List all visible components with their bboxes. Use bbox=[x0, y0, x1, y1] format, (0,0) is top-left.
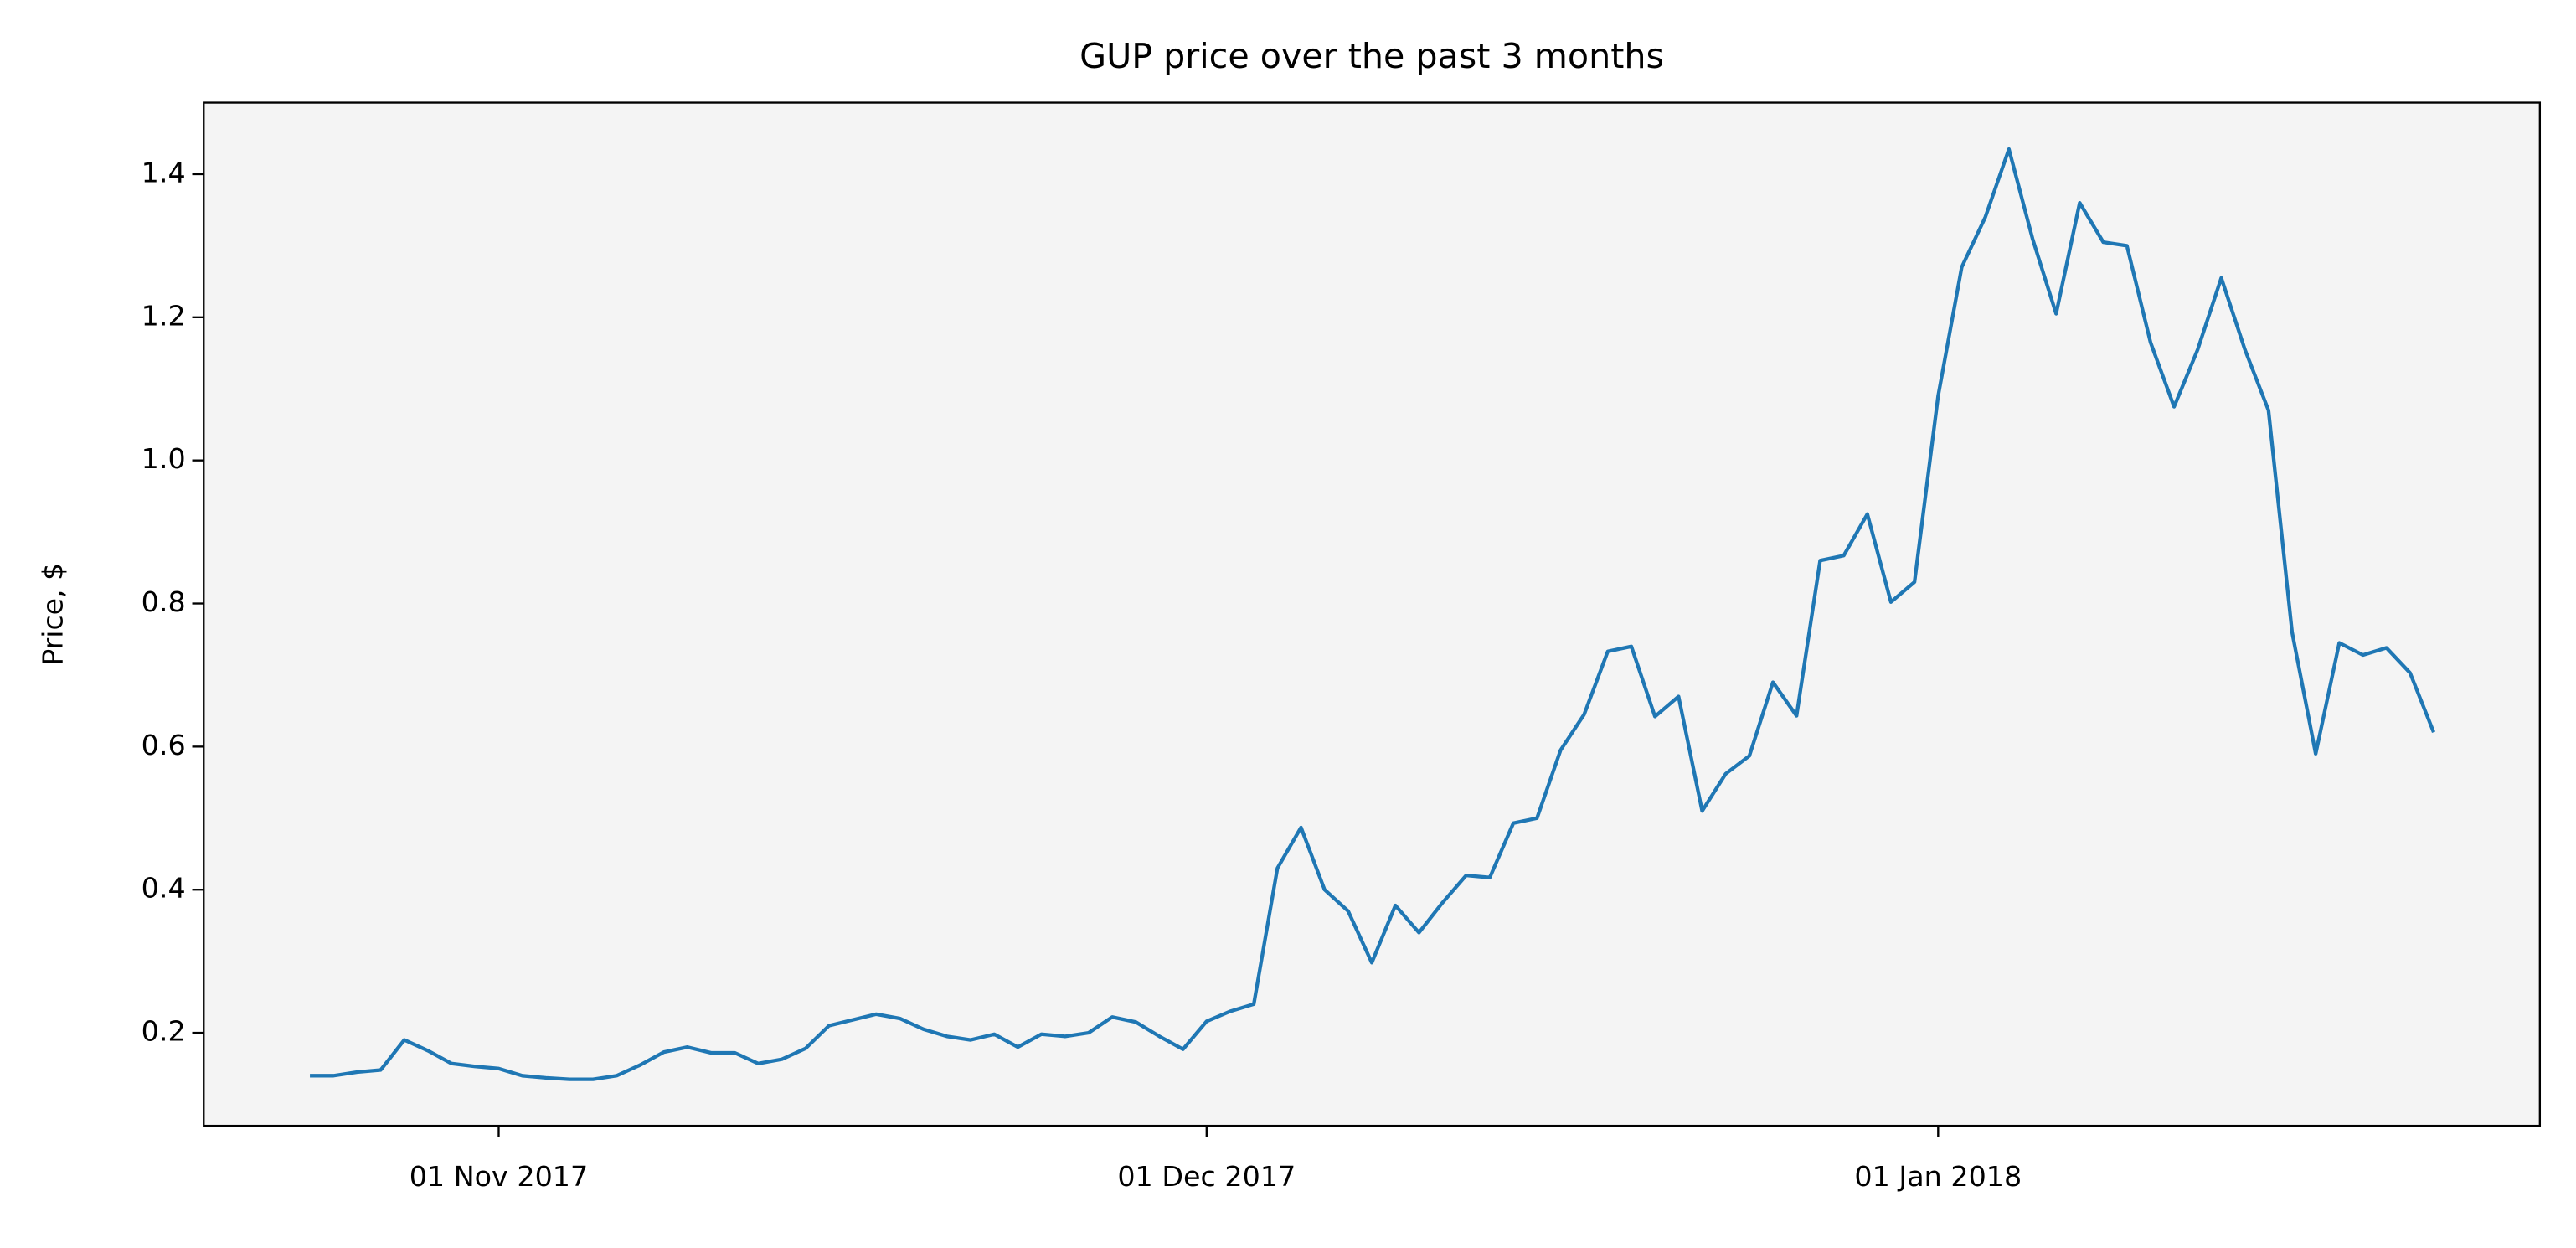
y-tick-label: 1.0 bbox=[142, 442, 186, 475]
y-tick-label: 1.2 bbox=[142, 299, 186, 332]
y-tick-label: 0.4 bbox=[142, 872, 186, 905]
plot-area bbox=[204, 102, 2540, 1127]
y-tick-label: 1.4 bbox=[142, 157, 186, 189]
y-axis-label: Price, $ bbox=[36, 563, 69, 666]
x-tick-label: 01 Jan 2018 bbox=[1854, 1160, 2022, 1193]
y-tick-label: 0.6 bbox=[142, 729, 186, 761]
price-line bbox=[310, 147, 2436, 1081]
y-tick-label: 0.8 bbox=[142, 585, 186, 618]
plot-frame bbox=[203, 101, 2542, 1127]
x-tick-label: 01 Dec 2017 bbox=[1117, 1160, 1296, 1193]
chart-title: GUP price over the past 3 months bbox=[1079, 36, 1664, 76]
x-tick-label: 01 Nov 2017 bbox=[410, 1160, 588, 1193]
y-tick-label: 0.2 bbox=[142, 1015, 186, 1048]
